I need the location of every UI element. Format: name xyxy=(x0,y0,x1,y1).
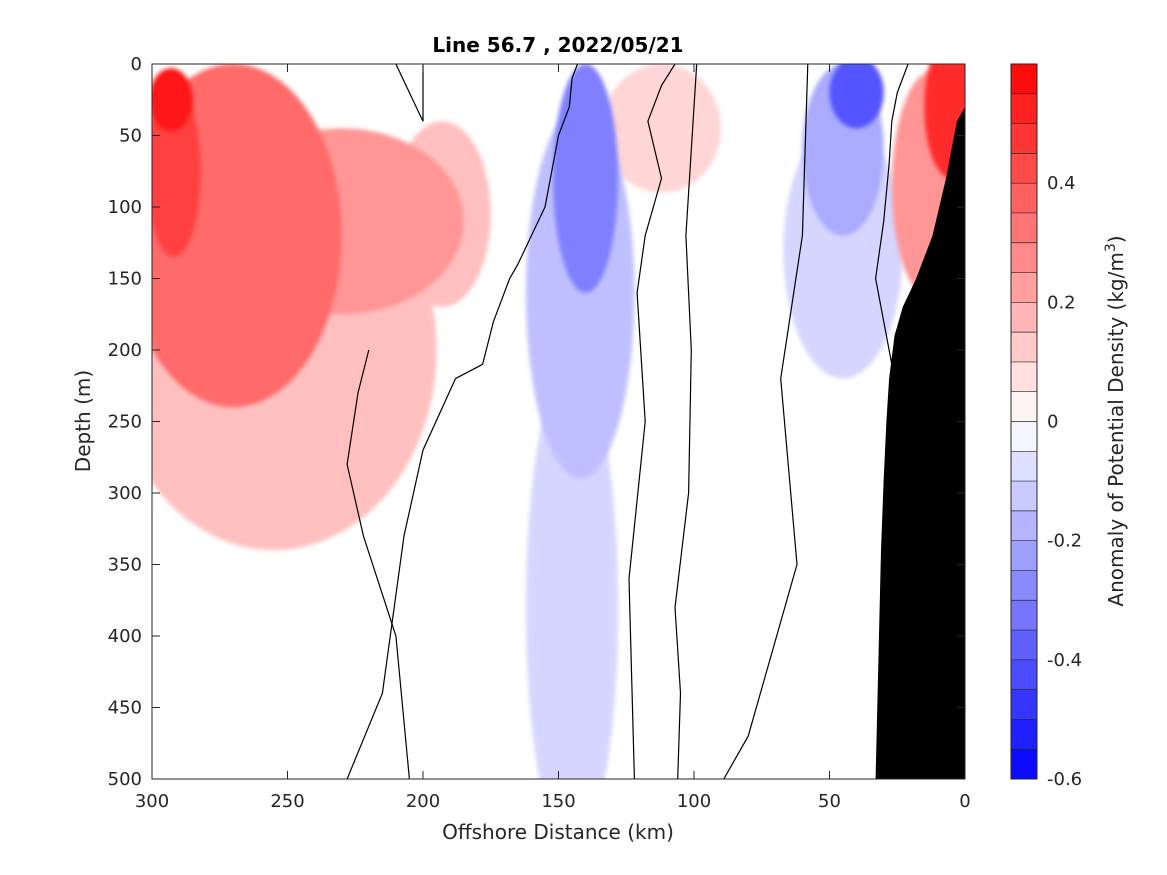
x-tick-label: 200 xyxy=(406,791,440,812)
positive-anomaly-region xyxy=(152,68,193,132)
colorbar-tick-label: 0.4 xyxy=(1047,173,1076,194)
colorbar-swatch xyxy=(1011,123,1037,154)
zero-contour-line xyxy=(346,349,410,779)
x-tick-label: 100 xyxy=(677,791,711,812)
zero-contour-line xyxy=(723,64,809,779)
y-tick-label: 200 xyxy=(108,340,142,361)
colorbar-tick-label: 0 xyxy=(1047,412,1058,433)
y-axis-label: Depth (m) xyxy=(71,370,95,472)
zero-contour-lines xyxy=(346,64,909,779)
colorbar xyxy=(1011,63,1037,780)
anomaly-field xyxy=(152,64,965,779)
y-tick-label: 250 xyxy=(108,412,142,433)
colorbar-label: Anomaly of Potential Density (kg/m3) xyxy=(1103,235,1128,606)
colorbar-swatch xyxy=(1011,212,1037,244)
x-tick-label: 0 xyxy=(959,791,970,812)
colorbar-swatch xyxy=(1011,272,1037,303)
colorbar-swatch xyxy=(1011,391,1037,422)
y-tick-label: 0 xyxy=(131,54,142,75)
colorbar-tick-label: -0.2 xyxy=(1047,531,1082,552)
y-tick-label: 300 xyxy=(108,483,142,504)
y-tick-label: 450 xyxy=(108,698,142,719)
colorbar-swatch xyxy=(1011,451,1037,482)
x-tick-label: 150 xyxy=(541,791,575,812)
colorbar-swatch xyxy=(1011,659,1037,691)
colorbar-swatch xyxy=(1011,302,1037,333)
chart-title: Line 56.7 , 2022/05/21 xyxy=(432,33,683,57)
colorbar-swatch xyxy=(1011,600,1037,631)
zero-contour-line xyxy=(674,64,698,779)
colorbar-swatch xyxy=(1011,570,1037,601)
colorbar-swatch xyxy=(1011,630,1037,661)
colorbar-swatch xyxy=(1011,64,1037,95)
zero-contour-line xyxy=(346,64,579,779)
colorbar-swatch xyxy=(1011,332,1037,363)
y-tick-label: 50 xyxy=(119,126,142,147)
seafloor-bathymetry xyxy=(875,106,965,779)
colorbar-swatch xyxy=(1011,93,1037,125)
colorbar-swatch xyxy=(1011,540,1037,571)
colorbar-swatch xyxy=(1011,481,1037,512)
colorbar-swatch xyxy=(1011,689,1037,720)
x-tick-label: 250 xyxy=(270,791,304,812)
colorbar-frame xyxy=(1010,63,1038,780)
colorbar-swatch xyxy=(1011,510,1037,542)
x-axis-ticks: 300 250 200 150 100 50 0 xyxy=(135,64,971,812)
colorbar-ticks: 0.4 0.2 0 -0.2 -0.4 -0.6 xyxy=(1047,173,1082,790)
colorbar-swatch xyxy=(1011,421,1037,452)
negative-anomaly-region xyxy=(553,64,619,293)
y-tick-label: 400 xyxy=(108,626,142,647)
x-tick-label: 50 xyxy=(818,791,841,812)
colorbar-swatch xyxy=(1011,183,1037,214)
y-tick-label: 500 xyxy=(108,769,142,790)
positive-anomaly-region xyxy=(601,64,722,193)
y-tick-label: 100 xyxy=(108,197,142,218)
colorbar-swatch xyxy=(1011,153,1037,184)
zero-contour-line xyxy=(628,64,676,779)
x-tick-label: 300 xyxy=(135,791,169,812)
y-tick-label: 150 xyxy=(108,269,142,290)
zero-contour-line xyxy=(874,64,909,422)
colorbar-tick-label: -0.4 xyxy=(1047,650,1082,671)
colorbar-swatch xyxy=(1011,749,1037,780)
zero-contour-line xyxy=(395,64,424,122)
y-tick-label: 350 xyxy=(108,555,142,576)
y-axis-ticks: 0 50 100 150 200 250 300 350 400 450 500 xyxy=(108,54,965,790)
colorbar-swatch xyxy=(1011,361,1037,393)
negative-anomaly-region xyxy=(829,64,884,129)
colorbar-tick-label: -0.6 xyxy=(1047,769,1082,790)
colorbar-swatch xyxy=(1011,719,1037,750)
colorbar-tick-label: 0.2 xyxy=(1047,292,1076,313)
x-axis-label: Offshore Distance (km) xyxy=(442,820,674,844)
colorbar-swatch xyxy=(1011,242,1037,274)
